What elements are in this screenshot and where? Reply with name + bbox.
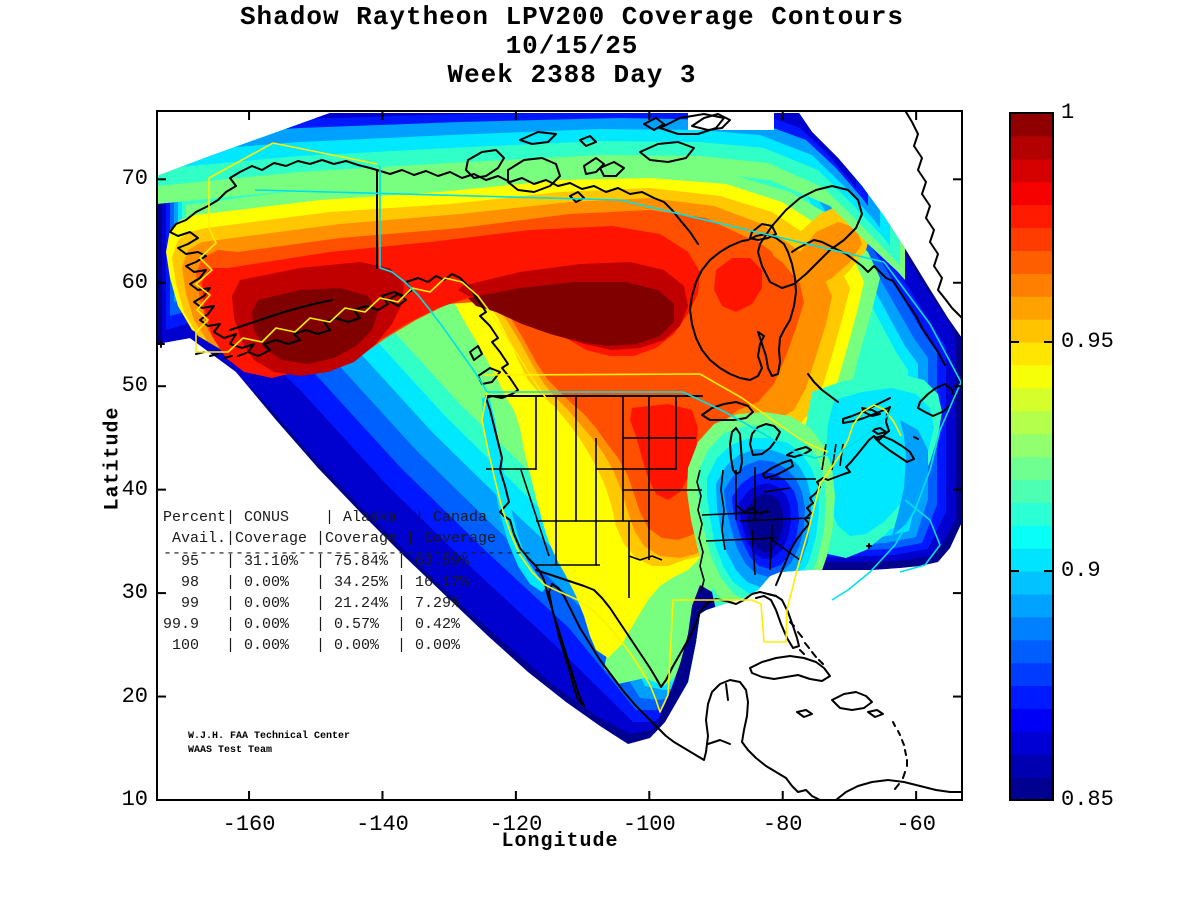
coverage-table-header-1: Percent| CONUS | Alaska | Canada [163,509,488,526]
colorbar-tick-label: 0.9 [1061,558,1101,583]
y-tick-label: 30 [121,580,148,606]
x-tick-label: -160 [222,812,276,837]
colorbar-tick-label: 1 [1061,100,1075,125]
x-tick-label: -60 [896,812,936,837]
coverage-table-separator: ----------------------------------------… [163,545,533,562]
x-tick-label: -80 [762,812,803,837]
axis-tick-marks [157,111,962,801]
y-tick-label: 40 [121,476,148,502]
colorbar-gradient [1010,113,1053,801]
y-tick-label: 20 [121,683,148,709]
plot-title: Shadow Raytheon LPV200 Coverage Contours [239,2,905,32]
colorbar-tick-label: 0.85 [1061,787,1114,812]
attribution-line-2: WAAS Test Team [188,745,273,756]
colorbar-frame [1009,112,1054,801]
coverage-table-row-99-9: 99.9 | 0.00% | 0.57% | 0.42% [163,616,461,633]
coverage-table-header-2: Avail.|Coverage |Coverage | Coverage [163,530,497,547]
colorbar-tick-label: 0.95 [1061,329,1114,354]
y-axis-label: Latitude [101,406,125,511]
y-tick-label: 50 [121,373,148,399]
state-borders [486,396,844,598]
service-boundary-cyan [254,166,961,601]
plot-frame [156,110,963,801]
x-axis-label: Longitude [501,830,619,853]
y-tick-label: 70 [121,166,148,192]
coverage-table-row-98: 98 | 0.00% | 34.25% | 16.17% [163,574,470,591]
attribution-line-1: W.J.H. FAA Technical Center [188,731,351,742]
y-tick-label: 10 [121,787,148,812]
service-boundary-yellow [195,142,902,713]
x-tick-label: -120 [489,812,543,837]
x-tick-label: -140 [356,812,409,837]
x-tick-label: -100 [622,812,676,837]
coverage-table-row-99: 99 | 0.00% | 21.24% | 7.29% [163,595,461,612]
colorbar-tick-marks [1010,341,1053,572]
plot-date: 10/15/25 [505,31,639,61]
y-tick-label: 60 [121,269,148,295]
coastlines [158,112,961,799]
coverage-table-row-100: 100 | 0.00% | 0.00% | 0.00% [163,637,461,654]
plot-week-day: Week 2388 Day 3 [447,60,697,90]
coverage-table-row-95: 95 | 31.10% | 75.84% | 63.59% [163,553,470,570]
